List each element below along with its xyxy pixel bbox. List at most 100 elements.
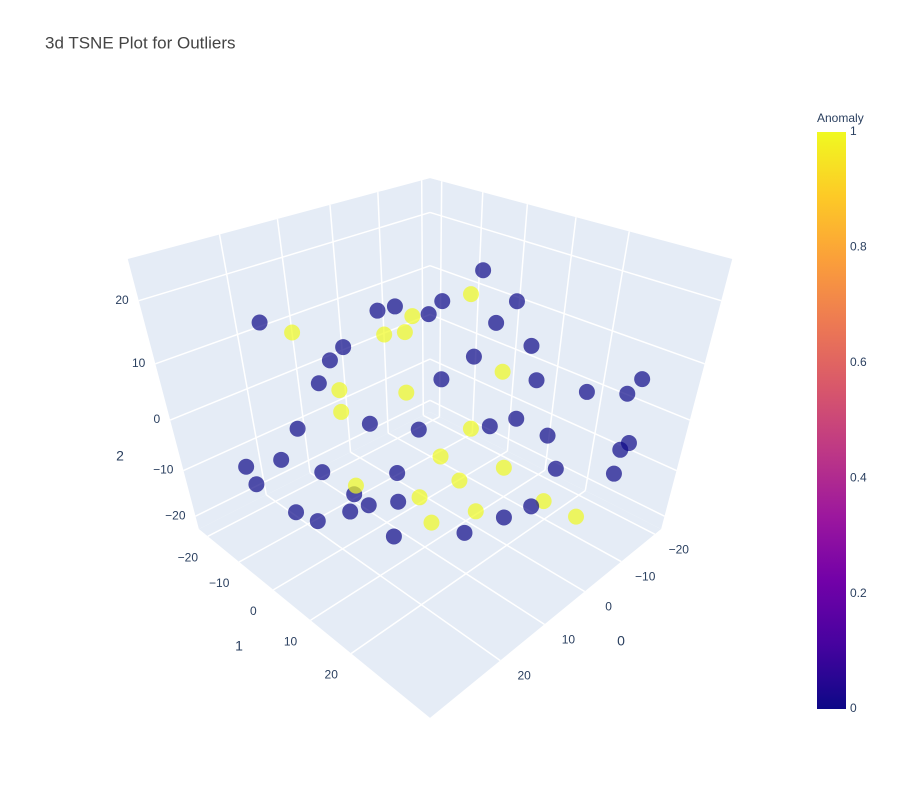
point bbox=[404, 308, 421, 325]
grid-line bbox=[506, 204, 529, 452]
point bbox=[494, 363, 511, 380]
point bbox=[335, 339, 352, 356]
colorbar-tick-label: 0.6 bbox=[850, 355, 867, 369]
point bbox=[411, 489, 428, 506]
grid-line bbox=[471, 192, 484, 434]
z-tick-label: −10 bbox=[153, 463, 174, 477]
point bbox=[508, 293, 525, 310]
grid-line bbox=[429, 264, 705, 365]
point bbox=[389, 465, 406, 482]
point bbox=[535, 493, 552, 510]
point bbox=[605, 465, 622, 482]
x-tick-label: 0 bbox=[605, 600, 612, 614]
point bbox=[619, 385, 636, 402]
colorbar-tick-label: 0 bbox=[850, 701, 857, 715]
point bbox=[386, 298, 403, 315]
z-tick-label: 20 bbox=[115, 293, 129, 307]
point bbox=[568, 508, 585, 525]
grid-line bbox=[310, 469, 546, 621]
grid-line bbox=[138, 211, 431, 302]
point bbox=[481, 418, 498, 435]
scene bbox=[127, 178, 733, 718]
x-tick-label: 10 bbox=[562, 633, 576, 647]
point bbox=[361, 415, 378, 432]
grid-line bbox=[155, 264, 431, 365]
point bbox=[396, 324, 413, 341]
point bbox=[314, 464, 331, 481]
point bbox=[451, 472, 468, 489]
grid-line bbox=[350, 489, 586, 655]
point bbox=[289, 420, 306, 437]
point bbox=[423, 514, 440, 531]
point bbox=[310, 375, 327, 392]
x-tick-label: 20 bbox=[517, 669, 531, 683]
point bbox=[369, 302, 386, 319]
z-tick-label: 10 bbox=[132, 356, 146, 370]
grid-line bbox=[387, 432, 622, 563]
x-axis-title: 0 bbox=[617, 633, 625, 649]
point bbox=[495, 509, 512, 526]
colorbar-tick-label: 0.8 bbox=[850, 240, 867, 254]
grid-line bbox=[584, 231, 630, 491]
point bbox=[410, 421, 427, 438]
point bbox=[321, 352, 338, 369]
point bbox=[467, 503, 484, 520]
point bbox=[420, 306, 437, 323]
y-tick-label: 20 bbox=[325, 668, 339, 682]
point bbox=[528, 372, 545, 389]
wall bbox=[430, 178, 733, 529]
point bbox=[495, 459, 512, 476]
point bbox=[251, 314, 268, 331]
chart-title: 3d TSNE Plot for Outliers bbox=[45, 33, 236, 52]
point bbox=[433, 371, 450, 388]
point bbox=[547, 460, 564, 477]
point bbox=[539, 427, 556, 444]
y-tick-label: −20 bbox=[178, 550, 199, 564]
point bbox=[347, 477, 364, 494]
x-tick-label: −20 bbox=[669, 542, 690, 556]
point bbox=[284, 324, 301, 341]
grid-line bbox=[429, 358, 677, 472]
colorbar-tick-label: 0.2 bbox=[850, 586, 867, 600]
wall bbox=[198, 412, 662, 718]
point bbox=[462, 420, 479, 437]
grid-line bbox=[195, 399, 431, 517]
point bbox=[273, 451, 290, 468]
grid-line bbox=[183, 358, 431, 472]
point bbox=[398, 384, 415, 401]
point bbox=[331, 382, 348, 399]
point bbox=[508, 410, 525, 427]
point bbox=[385, 528, 402, 545]
grid-line bbox=[429, 313, 691, 421]
point bbox=[288, 504, 305, 521]
point bbox=[488, 314, 505, 331]
grid-line bbox=[420, 180, 425, 416]
point bbox=[248, 476, 265, 493]
grid-line bbox=[429, 211, 722, 302]
y-tick-label: 10 bbox=[284, 634, 298, 648]
point bbox=[465, 348, 482, 365]
point bbox=[432, 448, 449, 465]
point bbox=[523, 498, 540, 515]
grid-line bbox=[265, 494, 501, 662]
wall bbox=[127, 178, 430, 529]
point bbox=[578, 383, 595, 400]
y-tick-label: 0 bbox=[250, 604, 257, 618]
point bbox=[333, 403, 350, 420]
colorbar bbox=[817, 132, 846, 709]
grid-line bbox=[218, 234, 268, 495]
point bbox=[456, 524, 473, 541]
grid-line bbox=[429, 399, 665, 517]
point bbox=[523, 337, 540, 354]
x-tick-label: −10 bbox=[635, 570, 656, 584]
grid-line bbox=[272, 450, 508, 591]
y-axis-title: 1 bbox=[235, 638, 243, 654]
point bbox=[360, 497, 377, 514]
point bbox=[462, 286, 479, 303]
point bbox=[612, 441, 629, 458]
point bbox=[390, 493, 407, 510]
grid-line bbox=[544, 217, 577, 471]
point bbox=[475, 262, 492, 279]
z-tick-label: −20 bbox=[165, 508, 186, 522]
